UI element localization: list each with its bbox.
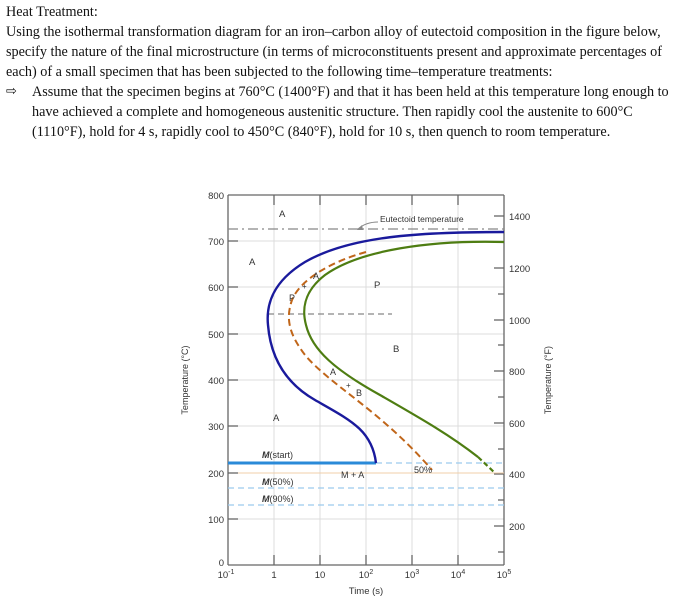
problem-heading: Heat Treatment:: [6, 4, 98, 20]
fifty-percent-curve: [287, 251, 433, 471]
curve-plus-markers: + +: [302, 282, 351, 390]
grid: [228, 195, 504, 565]
svg-text:+: +: [302, 282, 307, 291]
problem-intro: Using the isothermal transformation diag…: [6, 24, 662, 80]
y-tick-400: 400: [208, 376, 224, 387]
x-axis-title: Time (s): [349, 586, 383, 597]
x-tick-1: 1: [271, 570, 276, 581]
x-tick-10000: 104: [451, 569, 466, 581]
f-tick-400: 400: [509, 470, 525, 481]
y-tick-700: 700: [208, 237, 224, 248]
curve-label-a-lower: A: [330, 367, 336, 377]
y-tick-0: 0: [219, 558, 224, 569]
y-axis-right-title: Temperature (°F): [543, 346, 553, 414]
fifty-percent-label: 50%: [414, 465, 432, 475]
f-tick-1200: 1200: [509, 264, 530, 275]
y-tick-600: 600: [208, 283, 224, 294]
chart-annotations: Eutectoid temperature A A A P B P A A B …: [249, 209, 464, 504]
f-tick-800: 800: [509, 367, 525, 378]
problem-text: Heat Treatment: Using the isothermal tra…: [6, 2, 670, 142]
curve-label-p: P: [289, 293, 295, 303]
y-axis-right-labels: 1400 1200 1000 800 600 400 200: [509, 212, 530, 533]
curve-label-b: B: [356, 388, 362, 398]
bullet-text: Assume that the specimen begins at 760°C…: [32, 84, 669, 140]
y-tick-500: 500: [208, 330, 224, 341]
svg-text:+: +: [346, 381, 351, 390]
problem-bullet: ⇨ Assume that the specimen begins at 760°…: [6, 82, 670, 142]
y-axis-left-labels: 800 700 600 500 400 300 200 100 0: [208, 191, 224, 569]
x-tick-10: 10: [315, 570, 326, 581]
m-plus-a-label: M + A: [341, 470, 364, 480]
y-tick-300: 300: [208, 422, 224, 433]
transformation-finish-dashed-end: [477, 456, 496, 474]
transformation-start-curve: [266, 230, 505, 464]
y-axis-left-title: Temperature (°C): [180, 345, 190, 414]
f-tick-600: 600: [509, 419, 525, 430]
region-p: P: [374, 280, 380, 291]
x-tick-1000: 103: [405, 569, 420, 581]
f-tick-200: 200: [509, 522, 525, 533]
y-tick-800: 800: [208, 191, 224, 202]
f-tick-1000: 1000: [509, 316, 530, 327]
f-tick-1400: 1400: [509, 212, 530, 223]
m90-label: M(90%): [262, 494, 294, 504]
eutectoid-label: Eutectoid temperature: [380, 214, 464, 224]
x-axis-labels: 10-1 1 10 102 103 104 105: [218, 569, 512, 581]
x-tick-100: 102: [359, 569, 374, 581]
y-tick-200: 200: [208, 469, 224, 480]
hollow-right-arrow-icon: ⇨: [6, 84, 17, 99]
transformation-finish-curve: [303, 240, 505, 458]
region-a-top: A: [279, 209, 286, 220]
region-b: B: [393, 344, 399, 355]
y-tick-100: 100: [208, 515, 224, 526]
region-a-left: A: [249, 257, 256, 268]
m50-label: M(50%): [262, 477, 294, 487]
region-a-lower: A: [273, 413, 280, 424]
curve-label-a-upper: A: [313, 271, 319, 281]
x-tick-0.1: 10-1: [218, 569, 235, 581]
eutectoid-arrowhead: [357, 225, 363, 230]
m-start-label: M(start): [262, 450, 293, 460]
x-tick-100000: 105: [497, 569, 512, 581]
